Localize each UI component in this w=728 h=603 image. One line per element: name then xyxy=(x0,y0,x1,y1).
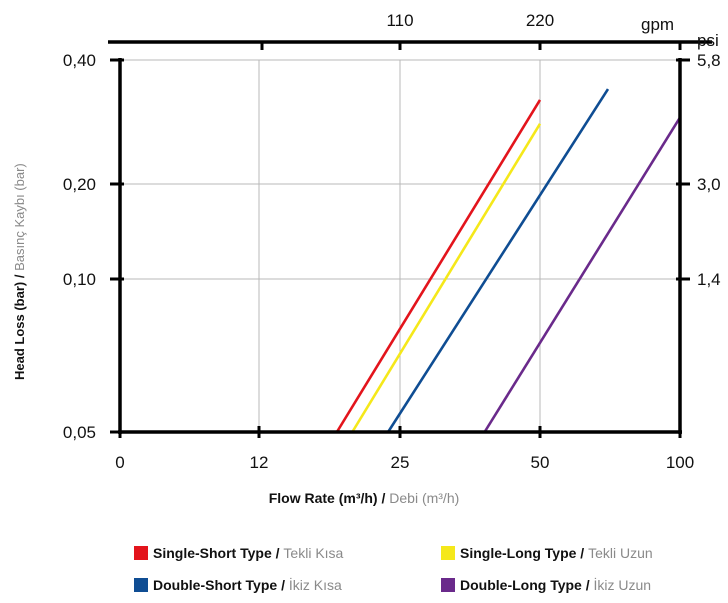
right-unit-label: psi xyxy=(697,31,719,50)
legend-item-single-long: Single-Long Type / Tekli Uzun xyxy=(441,545,653,561)
x-tick-label: 0 xyxy=(115,453,124,472)
grid xyxy=(120,59,681,432)
legend-item-single-short: Single-Short Type / Tekli Kısa xyxy=(134,545,343,561)
legend-item-double-short: Double-Short Type / İkiz Kısa xyxy=(134,577,342,593)
legend-swatch xyxy=(134,578,148,592)
x-tick-label: 25 xyxy=(391,453,410,472)
axes xyxy=(108,40,712,438)
legend: Single-Short Type / Tekli Kısa Single-Lo… xyxy=(0,545,728,603)
tick-labels: 0 12 25 50 100 0,05 0,10 0,20 0,40 1,4 3,0 5,8 110 22… xyxy=(63,11,721,472)
y-tick-label: 0,20 xyxy=(63,175,96,194)
x-tick-label: 100 xyxy=(666,453,694,472)
top-tick-label: 220 xyxy=(526,11,554,30)
series-line-0 xyxy=(335,99,542,433)
y-tick-label: 0,40 xyxy=(63,51,96,70)
x-tick-label: 50 xyxy=(531,453,550,472)
top-tick-label: 110 xyxy=(386,11,413,30)
right-tick-label: 3,0 xyxy=(697,175,721,194)
legend-swatch xyxy=(134,546,148,560)
x-axis-label: Flow Rate (m³/h) / Debi (m³/h) xyxy=(268,490,460,506)
y-tick-label: 0,10 xyxy=(63,270,96,289)
legend-item-double-long: Double-Long Type / İkiz Uzun xyxy=(441,577,651,593)
series-line-1 xyxy=(351,123,542,433)
y-axis-label: Head Loss (bar) / Basınç Kaybı (bar) xyxy=(12,163,27,380)
right-tick-label: 5,8 xyxy=(697,51,721,70)
legend-swatch xyxy=(441,578,455,592)
series-lines xyxy=(335,88,682,433)
y-tick-label: 0,05 xyxy=(63,423,96,442)
series-line-2 xyxy=(387,88,610,433)
legend-swatch xyxy=(441,546,455,560)
right-tick-label: 1,4 xyxy=(697,270,721,289)
series-line-3 xyxy=(483,116,682,433)
top-unit-label: gpm xyxy=(641,15,674,34)
x-tick-label: 12 xyxy=(250,453,269,472)
